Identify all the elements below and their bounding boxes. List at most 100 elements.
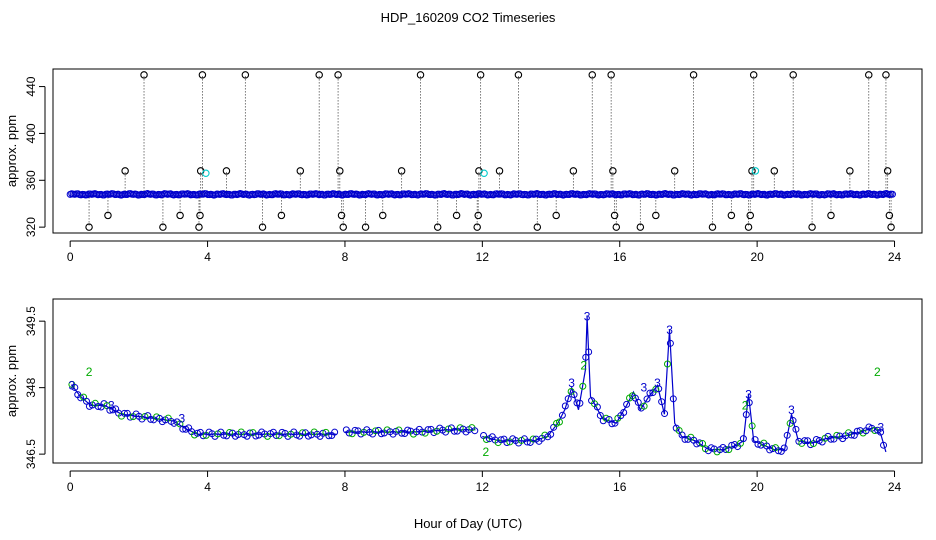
spike-point xyxy=(416,71,425,79)
series-point xyxy=(503,439,511,447)
bottom-y-tick-label: 346.5 xyxy=(24,439,38,469)
top-panel: approx. ppm 0 4 8 12 16 20 24 320 360 400 440 xyxy=(4,68,923,264)
series-point xyxy=(661,410,669,418)
series-point xyxy=(608,420,616,428)
series-marker-label: 3 xyxy=(666,323,673,337)
spike-point xyxy=(277,211,286,220)
bottom-y-tick-label: 348 xyxy=(24,377,38,397)
series-point xyxy=(570,391,578,399)
bottom-x-tick-label: 24 xyxy=(888,480,902,494)
spike-point xyxy=(195,223,203,231)
series-point xyxy=(445,425,453,433)
spike-point xyxy=(609,167,617,175)
top-y-tick-label: 320 xyxy=(24,217,38,237)
spike-point xyxy=(337,211,346,220)
spike-point xyxy=(708,223,717,231)
top-x-tick-label: 8 xyxy=(342,250,349,264)
series-point xyxy=(226,428,234,436)
series-point xyxy=(699,440,707,448)
top-x-tick-label: 12 xyxy=(476,250,490,264)
series-point xyxy=(120,409,128,417)
series-point xyxy=(611,419,619,427)
series-point xyxy=(827,435,835,443)
series-point xyxy=(555,418,563,426)
series-point xyxy=(252,432,260,440)
series-point xyxy=(246,429,254,437)
series-marker-label: 2 xyxy=(482,445,489,459)
series-point xyxy=(109,406,117,414)
series-point xyxy=(82,397,90,405)
series-point xyxy=(176,420,184,428)
spike-point xyxy=(241,71,250,79)
series-point xyxy=(398,429,406,437)
spike-point xyxy=(336,167,344,175)
series-point xyxy=(807,441,815,449)
series-marker-label: 2 xyxy=(580,358,587,372)
series-point xyxy=(529,435,537,443)
spike-point xyxy=(748,167,756,175)
series-point xyxy=(658,398,666,406)
series-point xyxy=(278,428,286,436)
spike-point xyxy=(552,211,560,220)
series-point xyxy=(199,432,207,440)
spike-point xyxy=(727,211,736,220)
bottom-x-tick-label: 12 xyxy=(476,480,490,494)
baseline-point xyxy=(888,190,896,198)
series-marker-label: 3 xyxy=(640,381,647,395)
spike-point xyxy=(533,223,542,231)
spike-point xyxy=(846,167,854,175)
spike-point xyxy=(789,71,797,79)
series-point xyxy=(783,431,791,439)
series-point xyxy=(424,426,432,434)
spike-point xyxy=(140,71,148,79)
spike-point xyxy=(361,223,370,231)
series-marker-label: 2 xyxy=(86,365,93,379)
spike-point xyxy=(652,211,660,220)
series-marker-label: 3 xyxy=(654,376,661,390)
bottom-x-tick-label: 20 xyxy=(750,480,764,494)
series-point xyxy=(576,399,584,407)
spike-point xyxy=(670,167,679,175)
series-point xyxy=(377,430,385,438)
series-marker-label: 3 xyxy=(69,378,76,392)
bottom-x-tick-label: 8 xyxy=(342,480,349,494)
bottom-plot-frame xyxy=(52,298,923,464)
series-point xyxy=(573,399,581,407)
spike-point xyxy=(749,71,758,79)
bottom-x-tick-label: 4 xyxy=(204,480,211,494)
top-y-tick-label: 400 xyxy=(24,123,38,143)
spike-point xyxy=(176,211,184,220)
series-point xyxy=(351,426,359,434)
series-point xyxy=(640,402,648,410)
cyan-point xyxy=(480,169,488,178)
series-point xyxy=(745,399,753,407)
spike-point xyxy=(514,71,523,79)
spike-point xyxy=(473,223,481,231)
spike-point xyxy=(612,223,621,231)
series-point xyxy=(319,429,327,437)
spike-point xyxy=(433,223,442,231)
top-plot-frame xyxy=(52,68,923,234)
spike-point xyxy=(397,167,406,175)
series-point xyxy=(482,436,490,444)
series-point xyxy=(769,445,777,453)
series-marker-label: 3 xyxy=(178,412,185,426)
top-x-tick-label: 24 xyxy=(888,250,902,264)
series-point xyxy=(748,422,756,430)
spike-point xyxy=(198,71,207,79)
top-x-tick-label: 4 xyxy=(204,250,211,264)
series-point xyxy=(585,348,593,356)
series-marker-label: 3 xyxy=(108,398,115,412)
series-point xyxy=(780,444,788,452)
series-point xyxy=(774,447,782,455)
series-point xyxy=(147,415,155,423)
spike-point xyxy=(378,211,387,220)
series-point xyxy=(696,439,704,447)
series-point xyxy=(847,431,855,439)
series-point xyxy=(272,432,280,440)
spike-point xyxy=(610,211,619,220)
spike-point xyxy=(882,71,890,79)
top-x-tick-label: 20 xyxy=(750,250,764,264)
